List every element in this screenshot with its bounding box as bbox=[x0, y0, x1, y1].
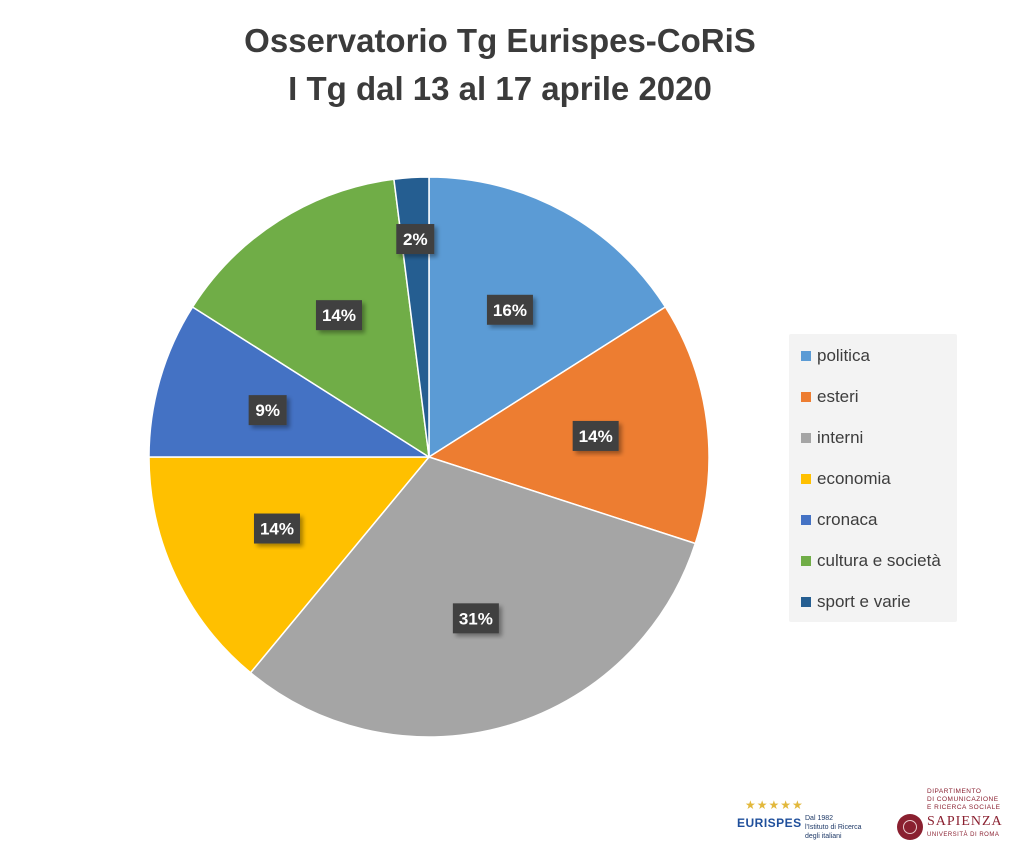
legend-swatch bbox=[801, 597, 811, 607]
data-label-politica: 16% bbox=[486, 294, 533, 325]
legend-label: interni bbox=[817, 428, 864, 447]
data-label-cultura-e-società: 14% bbox=[315, 300, 362, 331]
svg-text:9%: 9% bbox=[255, 401, 280, 420]
data-label-sport-e-varie: 2% bbox=[396, 224, 435, 255]
eurispes-tagline: Dal 1982 l'Istituto di Ricerca degli ita… bbox=[805, 815, 862, 840]
data-label-esteri: 14% bbox=[572, 420, 619, 451]
legend-label: politica bbox=[817, 346, 870, 365]
legend-item-politica: politica bbox=[801, 345, 870, 367]
data-label-cronaca: 9% bbox=[248, 395, 287, 426]
legend-label: cronaca bbox=[817, 510, 878, 529]
pie-slice-economia bbox=[148, 456, 431, 674]
legend-swatch bbox=[801, 392, 811, 402]
legend-item-sport-e-varie: sport e varie bbox=[801, 591, 911, 613]
chart-legend: politica esteri interni economia cronaca cult… bbox=[789, 334, 957, 622]
legend-label: cultura e società bbox=[817, 551, 941, 570]
sapienza-department: Dipartimento di Comunicazione e Ricerca … bbox=[927, 788, 1001, 811]
sapienza-name: SAPIENZA bbox=[927, 814, 1003, 829]
pie-slice-cultura-e-società bbox=[191, 178, 430, 459]
svg-text:14%: 14% bbox=[322, 306, 356, 325]
legend-item-cronaca: cronaca bbox=[801, 509, 877, 531]
eurispes-stars-icon: ★★★★★ bbox=[745, 798, 804, 812]
svg-text:16%: 16% bbox=[493, 301, 527, 320]
pie-slice-politica bbox=[428, 176, 667, 459]
sapienza-subtitle: Università di Roma bbox=[927, 832, 1000, 838]
legend-label: sport e varie bbox=[817, 592, 911, 611]
legend-swatch bbox=[801, 556, 811, 566]
pie-slice-esteri bbox=[427, 305, 710, 545]
legend-item-economia: economia bbox=[801, 468, 891, 490]
sapienza-logo: Dipartimento di Comunicazione e Ricerca … bbox=[893, 784, 1023, 850]
data-label-interni: 31% bbox=[452, 603, 499, 634]
pie-slice-interni bbox=[249, 456, 697, 738]
svg-text:14%: 14% bbox=[260, 520, 294, 539]
legend-swatch bbox=[801, 474, 811, 484]
legend-item-esteri: esteri bbox=[801, 386, 859, 408]
legend-swatch bbox=[801, 351, 811, 361]
sapienza-seal-icon bbox=[897, 814, 923, 840]
svg-text:31%: 31% bbox=[459, 609, 493, 628]
eurispes-name: EURISPES bbox=[737, 816, 802, 830]
chart-subtitle: I Tg dal 13 al 17 aprile 2020 bbox=[288, 70, 712, 107]
chart-title: Osservatorio Tg Eurispes-CoRiS bbox=[244, 22, 756, 59]
svg-text:2%: 2% bbox=[403, 230, 428, 249]
legend-swatch bbox=[801, 433, 811, 443]
legend-label: esteri bbox=[817, 387, 859, 406]
legend-item-interni: interni bbox=[801, 427, 863, 449]
legend-swatch bbox=[801, 515, 811, 525]
pie-slice-cronaca bbox=[148, 305, 432, 458]
svg-text:14%: 14% bbox=[579, 427, 613, 446]
legend-label: economia bbox=[817, 469, 891, 488]
data-label-economia: 14% bbox=[253, 513, 300, 544]
eurispes-logo: ★★★★★ EURISPES Dal 1982 l'Istituto di Ri… bbox=[733, 796, 862, 846]
legend-item-cultura-e-società: cultura e società bbox=[801, 550, 941, 572]
